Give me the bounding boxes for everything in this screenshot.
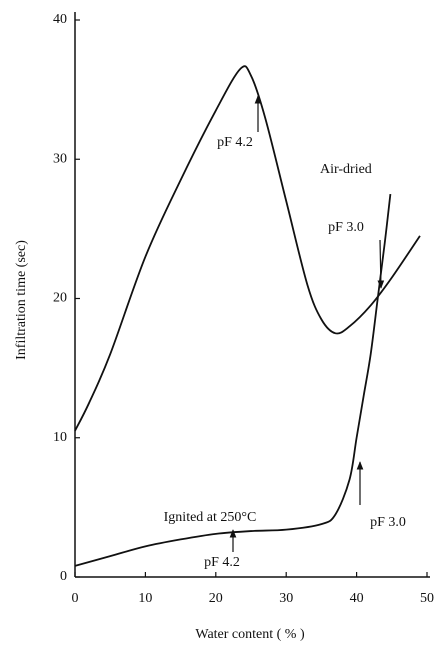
x-tick-label: 20 [209,591,223,606]
annotation: pF 4.2 [204,555,240,570]
y-tick-label: 20 [53,291,67,306]
x-tick-label: 10 [138,591,152,606]
x-tick-label: 0 [72,591,79,606]
series-label: Ignited at 250°C [164,510,257,525]
y-tick-label: 10 [53,430,67,445]
line [74,65,421,432]
line [74,193,392,567]
y-tick-label: 0 [60,569,67,584]
annotation: pF 3.0 [328,220,364,235]
x-axis-label: Water content ( % ) [195,627,305,642]
x-tick-label: 40 [350,591,364,606]
x-tick-label: 30 [279,591,293,606]
series-label: Air-dried [320,162,372,177]
y-tick-label: 30 [53,151,67,166]
annotation: pF 3.0 [370,515,406,530]
annotation: pF 4.2 [217,135,253,150]
y-axis-label: Infiltration time (sec) [14,240,29,360]
y-tick-label: 40 [53,12,67,27]
x-tick-label: 50 [420,591,434,606]
